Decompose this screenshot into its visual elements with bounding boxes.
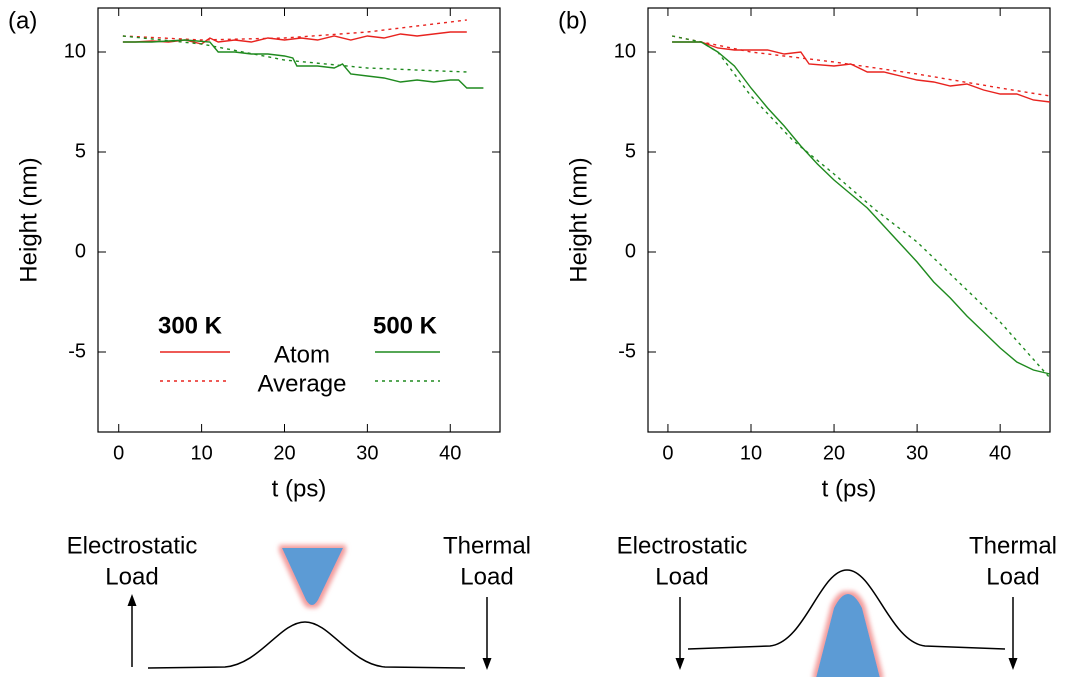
diagram-a: Electrostatic Load Thermal Load (67, 532, 531, 670)
tip-shape (816, 594, 880, 677)
legend-label: Atom (274, 341, 330, 368)
x-axis-label: t (ps) (822, 475, 877, 502)
series-line (671, 35, 1051, 379)
x-tick-label: 40 (989, 442, 1011, 464)
y-tick-label: 0 (75, 240, 86, 262)
y-tick-label: 10 (64, 40, 86, 62)
x-tick-label: 10 (740, 442, 762, 464)
legend-label: Average (258, 370, 347, 397)
chart: 0 10 20 30 40 -5 0 5 10 t (ps) Height (nm) (a) 300 K… (8, 7, 501, 502)
left-label: Electrostatic (617, 532, 748, 559)
left-label: Load (105, 563, 158, 590)
chart: 0 10 20 30 40 -5 0 5 10 t (ps) Height (nm) (b) (558, 7, 1051, 502)
x-tick-label: 20 (273, 442, 295, 464)
y-axis-label: Height (nm) (565, 157, 592, 282)
y-tick-label: 5 (75, 140, 86, 162)
right-label: Load (986, 563, 1039, 590)
legend-title: 300 K (158, 312, 223, 339)
series-line (672, 41, 1051, 103)
panel-label: (a) (8, 7, 37, 34)
series-line (671, 35, 1051, 97)
x-tick-label: 10 (190, 442, 212, 464)
right-label: Load (460, 563, 513, 590)
left-label: Load (655, 563, 708, 590)
x-tick-label: 30 (356, 442, 378, 464)
x-tick-label: 20 (823, 442, 845, 464)
y-tick-label: 10 (614, 40, 636, 62)
x-axis-label: t (ps) (272, 475, 327, 502)
diagram-b: Electrostatic Load Thermal Load (617, 532, 1057, 677)
plot-frame (647, 7, 1051, 433)
y-axis-label: Height (nm) (15, 157, 42, 282)
right-label: Thermal (969, 532, 1057, 559)
energy-curve (687, 569, 1006, 650)
y-tick-label: -5 (618, 340, 636, 362)
x-tick-label: 0 (113, 442, 124, 464)
y-tick-label: 0 (625, 240, 636, 262)
plot-frame (97, 7, 501, 433)
x-tick-label: 30 (906, 442, 928, 464)
tip-shape (282, 548, 343, 605)
right-label: Thermal (443, 532, 531, 559)
y-tick-label: -5 (68, 340, 86, 362)
y-tick-label: 5 (625, 140, 636, 162)
energy-curve (147, 621, 466, 669)
x-tick-label: 0 (662, 442, 673, 464)
x-tick-label: 40 (439, 442, 461, 464)
left-label: Electrostatic (67, 532, 198, 559)
panel-label: (b) (558, 7, 587, 34)
series-line (122, 19, 467, 41)
series-line (122, 39, 484, 89)
series-line (672, 41, 1051, 375)
series-line (122, 35, 467, 73)
legend-title: 500 K (373, 312, 438, 339)
